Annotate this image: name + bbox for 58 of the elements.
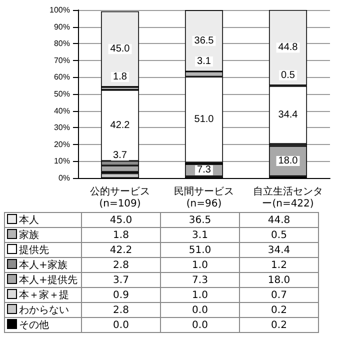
data-label: 44.8 — [240, 212, 318, 228]
data-label: 51.0 — [160, 242, 240, 258]
y-tick-label: 60% — [54, 72, 70, 82]
data-label: 1.2 — [240, 258, 318, 272]
data-label: 1.0 — [160, 258, 240, 272]
data-label: 42.2 — [82, 242, 160, 258]
text: 34.4 — [278, 110, 298, 120]
y-tick-label: 90% — [54, 22, 70, 32]
data-label: 2.8 — [82, 258, 160, 272]
y-tick-label: 70% — [54, 56, 70, 65]
y-tick-label: 50% — [54, 90, 70, 98]
text: 36.5 — [194, 35, 214, 46]
y-tick-label: 80% — [54, 39, 70, 48]
data-label: 1.8 — [82, 228, 160, 242]
legend-label: 本人 — [4, 212, 82, 228]
text: 7.3 — [197, 164, 211, 176]
data-label: 0.0 — [160, 302, 240, 318]
y-tick-label: 40% — [54, 106, 70, 116]
text: 1.8 — [113, 71, 127, 82]
data-label: 0.7 — [240, 288, 318, 302]
data-label: 1.0 — [160, 288, 240, 302]
y-tick-label: 20% — [54, 140, 70, 149]
text: 0.5 — [281, 70, 295, 81]
data-label: 36.5 — [160, 212, 240, 228]
text: 44.8 — [278, 42, 298, 54]
data-label: 3.1 — [160, 228, 240, 242]
legend-label: 家族 — [4, 228, 82, 242]
data-label: 45.0 — [82, 212, 160, 228]
legend-label: 提供先 — [4, 242, 82, 258]
y-tick-label: 30% — [54, 123, 70, 132]
text: 3.1 — [197, 56, 211, 67]
legend-label: 本人+提供先 — [4, 272, 82, 288]
data-label: 2.8 — [82, 302, 160, 318]
data-label: 34.4 — [240, 242, 318, 258]
x-tick-label: 民間サービス(n=96) — [174, 186, 234, 210]
text: 51.0 — [194, 114, 214, 126]
data-label: 0.0 — [82, 318, 160, 332]
legend-label: その他 — [4, 318, 82, 332]
legend-label: 本人+家族 — [4, 258, 82, 272]
data-label: 18.0 — [240, 272, 318, 288]
data-label: 0.5 — [240, 228, 318, 242]
data-label: 3.7 — [82, 272, 160, 288]
x-tick-label: 公的サービス(n=109) — [90, 186, 150, 210]
text: 42.2 — [110, 120, 130, 131]
data-label: 0.2 — [240, 318, 318, 332]
legend-label: 本＋家＋提 — [4, 288, 82, 302]
y-tick-label: 10% — [54, 156, 70, 166]
data-label: 7.3 — [160, 272, 240, 288]
legend-label: わからない — [4, 302, 82, 318]
y-tick-label: 100% — [50, 6, 70, 14]
data-label: 0.2 — [240, 302, 318, 318]
y-tick-label: 0% — [58, 174, 70, 182]
x-tick-label: 自立生活センター(n=422) — [253, 186, 323, 210]
text: 45.0 — [110, 44, 130, 55]
data-label: 0.0 — [160, 318, 240, 332]
data-label: 0.9 — [82, 288, 160, 302]
text: 18.0 — [278, 156, 298, 167]
text: 3.7 — [113, 150, 127, 162]
